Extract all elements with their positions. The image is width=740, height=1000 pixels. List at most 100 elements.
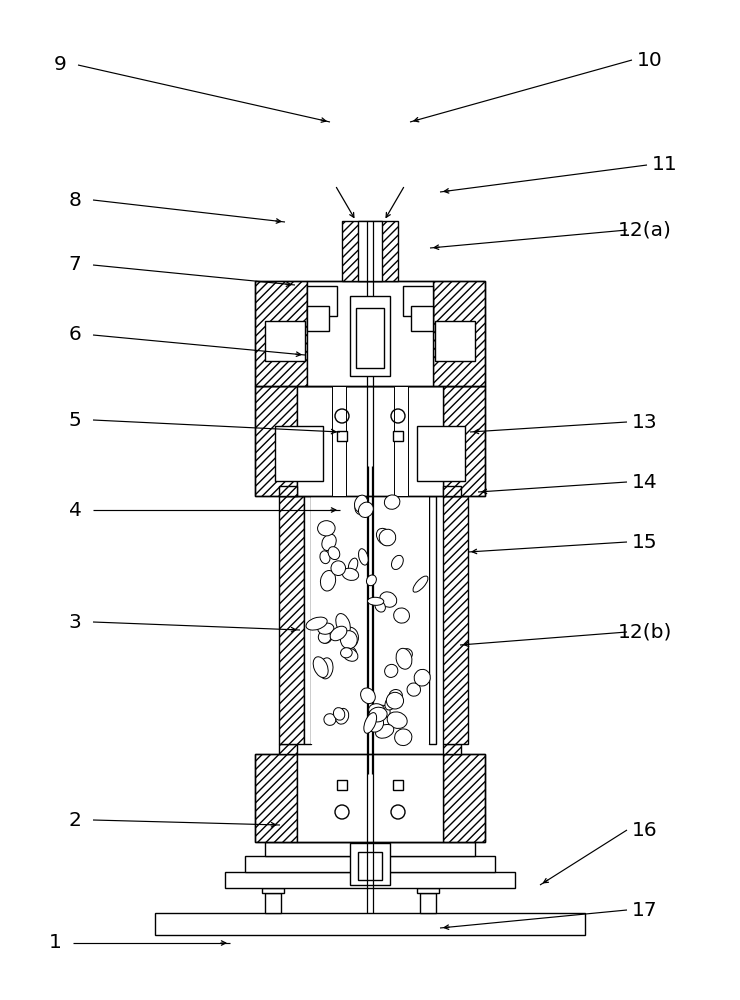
Ellipse shape [377,528,393,545]
Bar [155,913,585,935]
Bar [443,486,461,496]
Ellipse shape [384,495,400,509]
Ellipse shape [340,631,357,649]
Bar [265,321,305,361]
Bar [429,496,436,744]
Text: 13: 13 [632,412,658,432]
Ellipse shape [360,688,375,704]
Ellipse shape [334,708,345,720]
Bar [279,744,297,754]
Text: 14: 14 [632,473,658,491]
Ellipse shape [385,664,398,677]
Bar [443,744,461,754]
Bar [350,296,390,376]
Bar [443,386,485,496]
Bar [393,780,403,790]
Ellipse shape [389,690,403,702]
Bar [307,306,329,331]
Bar [255,754,297,842]
Ellipse shape [413,576,428,592]
Ellipse shape [313,657,328,678]
Bar [255,386,297,496]
Ellipse shape [318,623,334,634]
Bar [265,842,475,856]
Text: 12(a): 12(a) [618,221,672,239]
Bar [443,496,468,744]
Ellipse shape [318,631,331,643]
Ellipse shape [343,648,358,661]
Bar [297,754,443,842]
Bar [255,754,485,842]
Bar [342,221,398,281]
Text: 6: 6 [69,326,81,344]
Ellipse shape [369,707,387,722]
Bar [435,321,475,361]
Text: 4: 4 [69,500,81,520]
Ellipse shape [364,713,377,733]
Bar [358,221,382,281]
Ellipse shape [355,497,369,514]
Bar [307,281,433,386]
Ellipse shape [358,502,373,517]
Bar [337,780,347,790]
Ellipse shape [342,568,359,580]
Text: 12(b): 12(b) [618,622,672,642]
Ellipse shape [320,571,336,591]
Ellipse shape [368,597,384,605]
Bar [403,286,433,316]
Text: 3: 3 [69,612,81,632]
Bar [275,426,323,481]
Ellipse shape [366,575,377,586]
Ellipse shape [331,561,346,576]
Bar [420,893,436,913]
Bar [417,888,439,893]
Bar [433,281,485,386]
Ellipse shape [396,648,412,669]
Bar [332,386,346,496]
Ellipse shape [414,669,430,686]
Ellipse shape [306,617,327,630]
Ellipse shape [375,601,386,612]
Ellipse shape [322,534,336,551]
Ellipse shape [394,729,412,746]
Text: 10: 10 [637,50,663,70]
Ellipse shape [359,549,368,565]
Bar [245,856,495,872]
Ellipse shape [319,658,333,679]
Text: 8: 8 [69,190,81,210]
Ellipse shape [385,696,397,710]
Text: 2: 2 [69,810,81,830]
Bar [350,843,390,885]
Bar [307,286,337,316]
Bar [443,754,485,842]
Ellipse shape [394,608,409,623]
Ellipse shape [387,712,407,728]
Ellipse shape [354,495,368,512]
Bar [394,386,408,496]
Ellipse shape [376,724,394,738]
Ellipse shape [407,683,420,696]
Bar [358,852,382,880]
Bar [255,281,485,386]
Ellipse shape [391,555,403,570]
Bar [262,888,284,893]
Ellipse shape [346,647,357,659]
Bar [393,431,403,441]
Text: 1: 1 [49,934,61,952]
Ellipse shape [377,705,390,718]
Bar [225,872,515,888]
Ellipse shape [369,704,385,716]
Ellipse shape [320,551,330,564]
Bar [255,281,307,386]
Text: 16: 16 [632,820,658,840]
Text: 5: 5 [69,410,81,430]
Ellipse shape [366,714,383,732]
Ellipse shape [340,648,352,658]
Text: 17: 17 [632,900,658,920]
Bar [297,386,443,496]
Bar [255,386,485,496]
Bar [411,306,433,331]
Ellipse shape [380,592,397,607]
Bar [304,496,311,744]
Ellipse shape [324,714,336,725]
